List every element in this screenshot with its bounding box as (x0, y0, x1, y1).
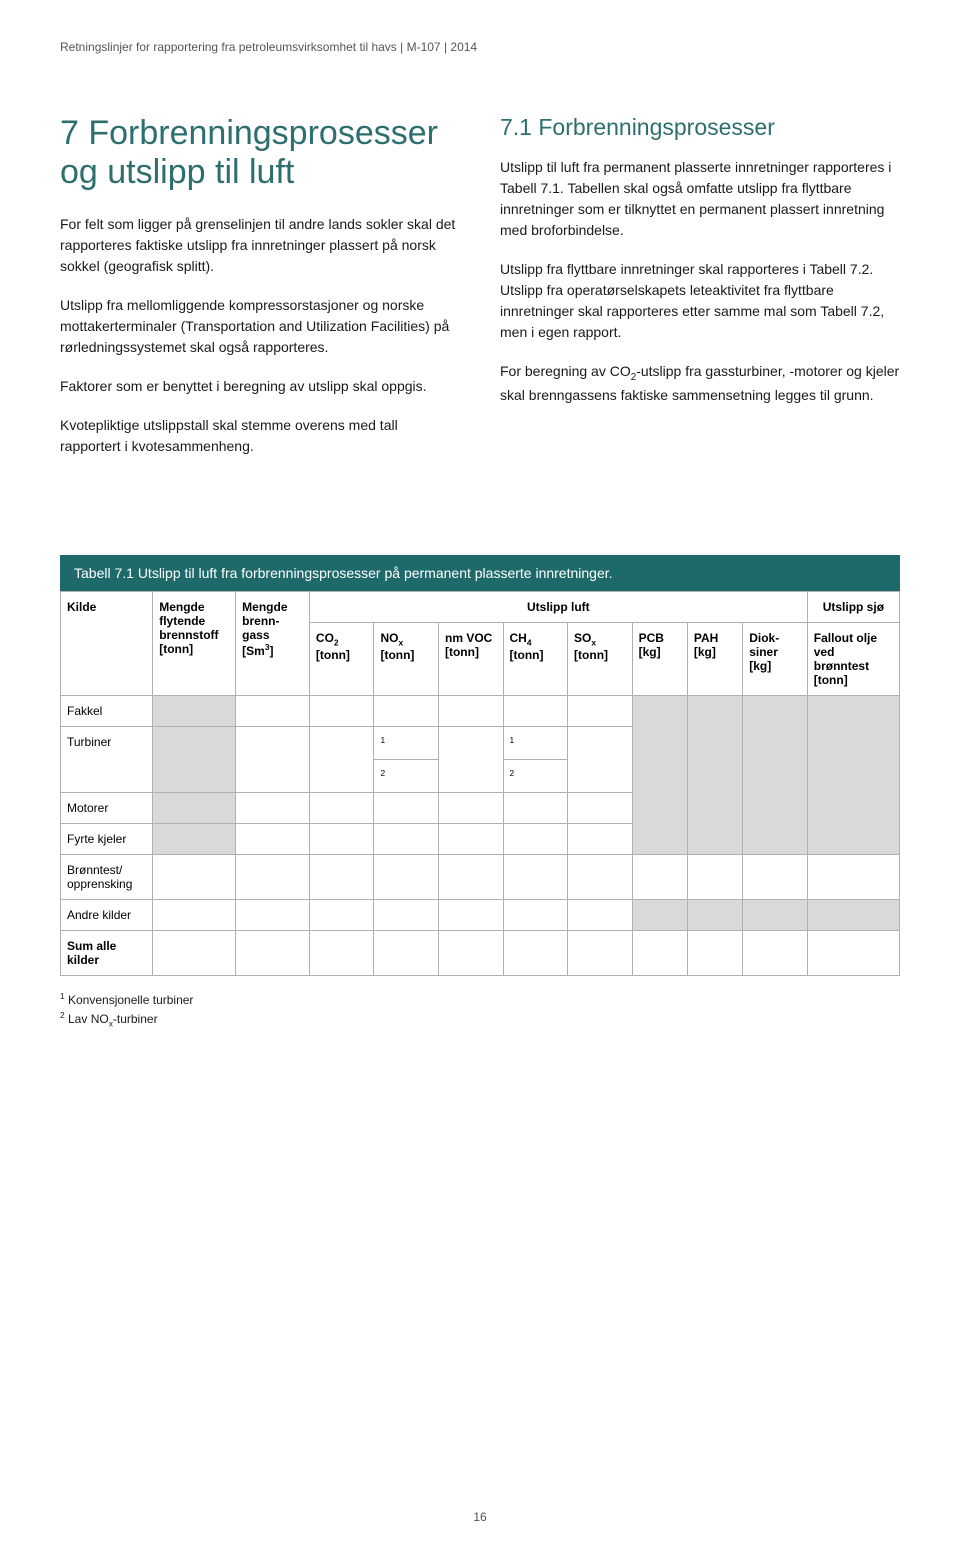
col-pah: PAH [kg] (687, 623, 742, 696)
col-pcb: PCB [kg] (632, 623, 687, 696)
footnote: 1 Konvensjonelle turbiner (60, 990, 900, 1009)
col-flytende: Mengde flytende brennstoff [tonn] (153, 592, 236, 696)
col-sox: SOx [tonn] (568, 623, 633, 696)
col-brenngass: Mengde brenn-gass [Sm3] (236, 592, 310, 696)
paragraph: Kvotepliktige utslippstall skal stemme o… (60, 415, 460, 457)
col-ch4: CH4 [tonn] (503, 623, 568, 696)
paragraph: Utslipp fra flyttbare innretninger skal … (500, 259, 900, 343)
col-nox: NOx [tonn] (374, 623, 439, 696)
col-kilde: Kilde (61, 592, 153, 696)
table-footnotes: 1 Konvensjonelle turbiner 2 Lav NOx-turb… (60, 990, 900, 1030)
section-title: 7 Forbrennings­prosesser og utslipp til … (60, 114, 460, 192)
content-columns: 7 Forbrennings­prosesser og utslipp til … (60, 114, 900, 475)
paragraph: For felt som ligger på grenselinjen til … (60, 214, 460, 277)
table-row: Sum alle kilder (61, 931, 900, 976)
footnote: 2 Lav NOx-turbiner (60, 1009, 900, 1030)
table-caption: Tabell 7.1 Utslipp til luft fra forbrenn… (60, 555, 900, 591)
paragraph: Utslipp til luft fra permanent plasserte… (500, 157, 900, 241)
col-diok: Diok-siner [kg] (743, 623, 808, 696)
col-co2: CO2 [tonn] (309, 623, 374, 696)
left-column: 7 Forbrennings­prosesser og utslipp til … (60, 114, 460, 475)
table-container: Tabell 7.1 Utslipp til luft fra forbrenn… (60, 555, 900, 1030)
col-nmvoc: nm VOC [tonn] (438, 623, 503, 696)
paragraph: Utslipp fra mellomliggende kompressorsta… (60, 295, 460, 358)
subsection-title: 7.1 Forbrenningsprosesser (500, 114, 900, 141)
emissions-table: Kilde Mengde flytende brennstoff [tonn] … (60, 591, 900, 976)
paragraph: Faktorer som er benyttet i beregning av … (60, 376, 460, 397)
table-row: Andre kilder (61, 900, 900, 931)
table-row: Brønntest/ opprensking (61, 855, 900, 900)
col-fallout: Fallout olje ved brønntest [tonn] (807, 623, 899, 696)
right-column: 7.1 Forbrenningsprosesser Utslipp til lu… (500, 114, 900, 475)
col-group-sjo: Utslipp sjø (807, 592, 899, 623)
table-row: Fakkel (61, 696, 900, 727)
paragraph: For beregning av CO2-utslipp fra gasstur… (500, 361, 900, 406)
page-number: 16 (0, 1510, 960, 1524)
col-group-luft: Utslipp luft (309, 592, 807, 623)
document-header: Retningslinjer for rapportering fra petr… (60, 40, 900, 54)
